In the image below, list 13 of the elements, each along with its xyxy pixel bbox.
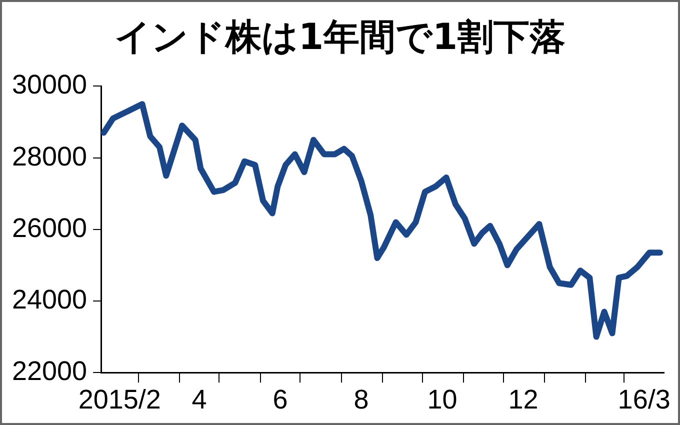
x-tick-label: 8 <box>354 384 369 414</box>
x-tick-label: 10 <box>427 384 458 414</box>
x-tick-label: 2015/2 <box>78 384 161 414</box>
x-tick-label: 4 <box>192 384 207 414</box>
x-tick-label: 16/3 <box>618 384 670 414</box>
y-tick-label: 22000 <box>12 356 88 386</box>
y-tick-label: 28000 <box>12 141 88 172</box>
y-tick-label: 30000 <box>12 70 88 100</box>
y-tick-label: 26000 <box>12 212 88 243</box>
x-tick-label: 6 <box>272 384 288 414</box>
y-tick-label: 24000 <box>12 284 88 314</box>
x-tick-label: 12 <box>508 384 538 414</box>
chart-title: インド株は1年間で1割下落 <box>113 16 567 60</box>
